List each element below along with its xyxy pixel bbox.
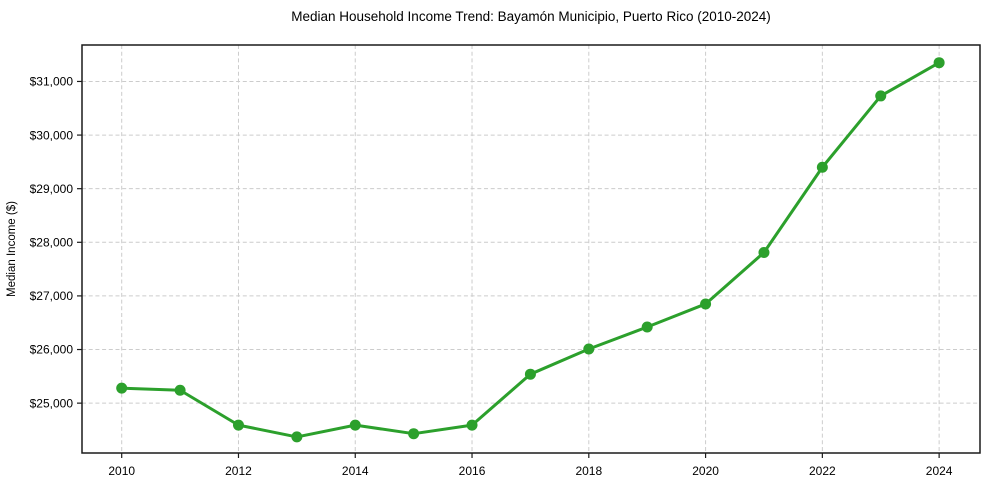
y-tick-label: $29,000 [30,182,74,196]
x-tick-label: 2012 [225,464,252,478]
plot-border [81,44,981,454]
x-tick-label: 2020 [692,464,719,478]
x-tick-label: 2018 [575,464,602,478]
data-point-2023 [875,90,887,102]
data-point-2017 [524,368,536,380]
plot-area: $25,000 $26,000 $27,000 $28,000 $29,000 $30,0… [30,44,981,478]
x-tick-label: 2016 [459,464,486,478]
data-point-2015 [408,428,420,440]
y-tick-label: $31,000 [30,75,74,89]
x-tick-label: 2022 [809,464,836,478]
y-tick-label: $25,000 [30,396,74,410]
data-point-2011 [174,384,186,396]
data-point-2022 [816,161,828,173]
y-tick-label: $27,000 [30,289,74,303]
data-point-2024 [933,57,945,69]
data-point-2013 [291,431,303,443]
data-point-2020 [700,298,712,310]
data-point-2018 [583,343,595,355]
x-tick-label: 2014 [342,464,369,478]
data-point-2016 [466,419,478,431]
x-tick-label: 2024 [926,464,953,478]
data-point-2019 [641,321,653,333]
data-point-2012 [232,419,244,431]
chart-title: Median Household Income Trend: Bayamón M… [291,9,771,24]
y-tick-label: $28,000 [30,235,74,249]
data-point-2021 [758,246,770,258]
data-point-2010 [116,382,128,394]
y-axis-label: Median Income ($) [6,201,18,297]
y-tick-label: $26,000 [30,343,74,357]
y-tick-label: $30,000 [30,128,74,142]
x-tick-label: 2010 [108,464,135,478]
trend-line [120,61,941,439]
data-point-2014 [349,419,361,431]
